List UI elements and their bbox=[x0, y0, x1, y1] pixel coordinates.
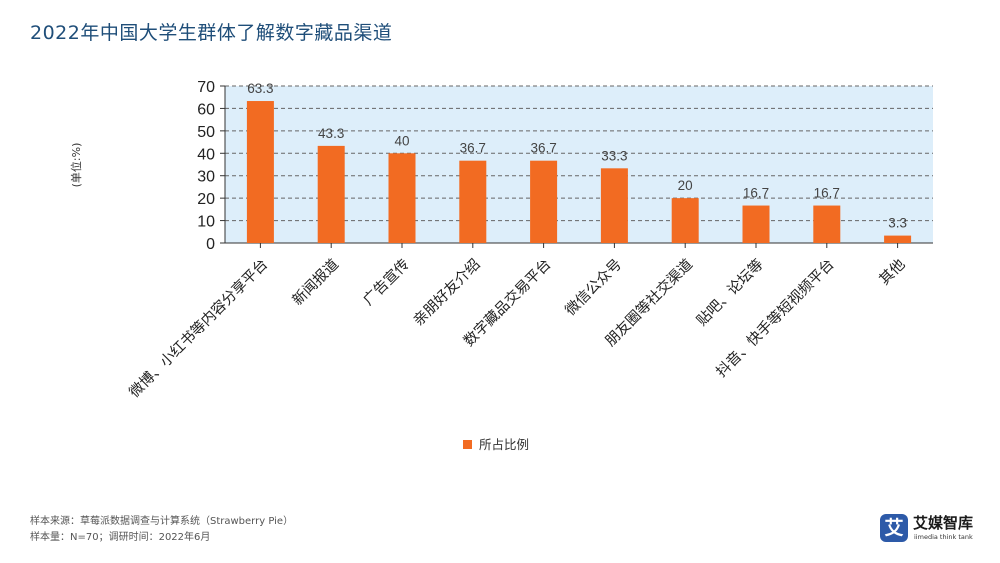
y-tick-label: 60 bbox=[197, 101, 215, 118]
bar bbox=[317, 145, 345, 243]
x-tick-label: 新闻报道 bbox=[289, 256, 342, 309]
data-label: 20 bbox=[678, 178, 693, 193]
bar bbox=[742, 205, 770, 243]
logo-subtitle: iimedia think tank bbox=[914, 533, 973, 541]
footer-sample: 样本量：N=70；调研时间：2022年6月 bbox=[30, 532, 211, 543]
y-tick-label: 40 bbox=[197, 146, 215, 163]
footer-source: 样本来源：草莓派数据调查与计算系统（Strawberry Pie） bbox=[30, 516, 294, 527]
y-tick-label: 10 bbox=[197, 214, 215, 231]
data-label: 40 bbox=[394, 133, 409, 148]
data-label: 3.3 bbox=[888, 216, 907, 231]
y-tick-label: 20 bbox=[197, 191, 215, 208]
chart-title: 2022年中国大学生群体了解数字藏品渠道 bbox=[30, 22, 393, 44]
data-label: 16.7 bbox=[743, 186, 769, 201]
data-label: 36.7 bbox=[460, 141, 486, 156]
y-tick-label: 30 bbox=[197, 169, 215, 186]
bar bbox=[459, 160, 487, 243]
bar bbox=[671, 198, 699, 243]
y-tick-label: 0 bbox=[206, 236, 215, 253]
x-tick-label: 广告宣传 bbox=[360, 256, 413, 309]
bar bbox=[600, 168, 628, 243]
data-label: 63.3 bbox=[247, 81, 273, 96]
x-tick-label: 亲朋好友介绍 bbox=[410, 256, 484, 330]
iimedia-logo: 艾 艾媒智库 iimedia think tank bbox=[880, 512, 980, 548]
legend-label: 所占比例 bbox=[479, 437, 529, 452]
x-tick-label: 微信公众号 bbox=[562, 256, 625, 319]
legend-swatch bbox=[463, 440, 472, 449]
y-tick-label: 50 bbox=[197, 124, 215, 141]
y-axis-label: (单位:%) bbox=[69, 143, 83, 188]
data-label: 16.7 bbox=[814, 186, 840, 201]
bar bbox=[246, 101, 274, 243]
bar bbox=[884, 235, 912, 243]
x-tick-label: 微博、小红书等内容分享平台 bbox=[125, 255, 271, 401]
logo-name: 艾媒智库 bbox=[913, 514, 974, 532]
bar bbox=[813, 205, 841, 243]
logo-mark-icon: 艾 bbox=[880, 514, 908, 542]
data-label: 36.7 bbox=[530, 141, 556, 156]
bar bbox=[388, 153, 416, 243]
x-tick-label: 其他 bbox=[876, 256, 909, 289]
bar bbox=[530, 160, 558, 243]
data-label: 33.3 bbox=[601, 148, 627, 163]
y-tick-label: 70 bbox=[197, 79, 215, 96]
x-tick-label: 贴吧、论坛等 bbox=[693, 255, 767, 329]
x-tick-label: 抖音、快手等短视频平台 bbox=[712, 255, 838, 381]
data-label: 43.3 bbox=[318, 126, 344, 141]
